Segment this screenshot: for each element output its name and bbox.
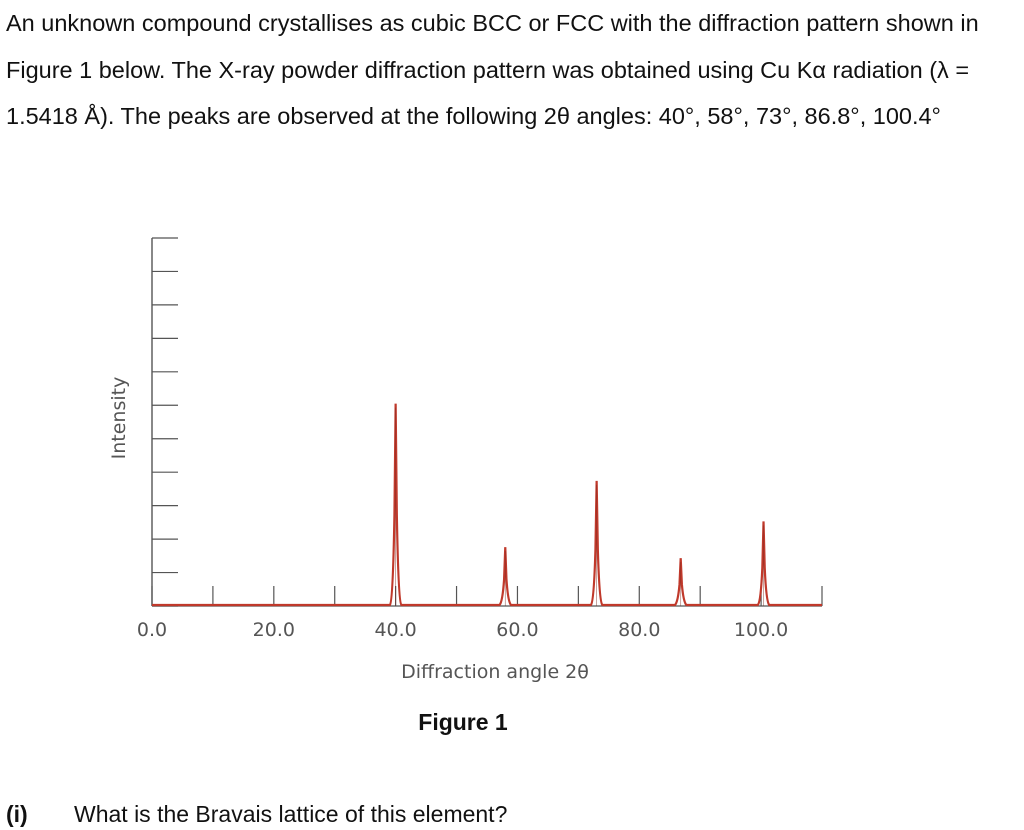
y-axis-title: Intensity [108, 377, 130, 460]
question-number: (i) [6, 801, 28, 827]
problem-statement: An unknown compound crystallises as cubi… [6, 10, 979, 129]
x-tick-label: 100.0 [734, 619, 788, 641]
x-tick-label: 20.0 [253, 619, 295, 641]
chart-axes [151, 237, 823, 607]
x-tick-label: 40.0 [374, 619, 416, 641]
diffraction-pattern-line [152, 403, 822, 607]
x-tick-label: 0.0 [137, 619, 167, 641]
x-axis-title: Diffraction angle 2θ [401, 661, 589, 683]
x-tick-label: 60.0 [496, 619, 538, 641]
diffraction-chart: 0.0 20.0 40.0 60.0 80.0 100.0 Diffraction ang… [108, 237, 823, 683]
peak-markers [395, 407, 764, 606]
figure-caption: Figure 1 [418, 709, 508, 735]
question-item: (i) What is the Bravais lattice of this e… [6, 801, 507, 828]
x-tick-label: 80.0 [618, 619, 660, 641]
question-text: What is the Bravais lattice of this elem… [74, 801, 508, 827]
x-tick-labels: 0.0 20.0 40.0 60.0 80.0 100.0 [137, 619, 788, 641]
